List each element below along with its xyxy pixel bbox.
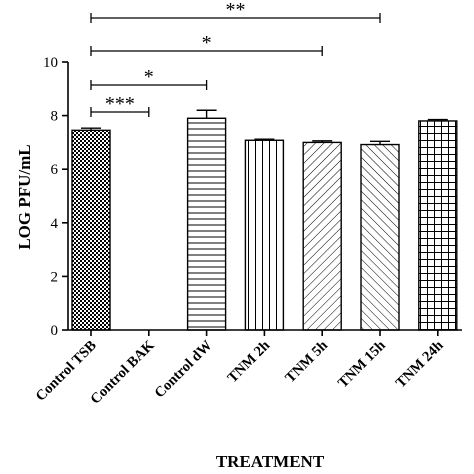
x-axis-title: TREATMENT xyxy=(216,452,325,471)
bar xyxy=(302,141,342,331)
bar xyxy=(418,120,458,331)
bar xyxy=(71,129,111,331)
bars xyxy=(71,109,458,331)
significance-label: *** xyxy=(105,93,135,115)
y-tick-label: 0 xyxy=(51,323,59,339)
x-category-label: TNM 24h xyxy=(393,338,447,392)
bar xyxy=(186,117,227,331)
y-tick-label: 8 xyxy=(51,109,59,125)
significance-label: * xyxy=(144,66,154,88)
significance-label: * xyxy=(202,32,212,54)
x-category-label: TNM 2h xyxy=(225,338,274,387)
significance-label: ** xyxy=(226,0,246,21)
y-tick-label: 4 xyxy=(51,216,59,232)
x-category-label: TNM 15h xyxy=(335,338,389,392)
significance-brackets: ******* xyxy=(90,0,381,117)
x-category-label: TNM 5h xyxy=(282,338,331,387)
bar xyxy=(244,139,285,331)
bar xyxy=(360,143,400,331)
y-tick-label: 2 xyxy=(51,269,59,285)
y-tick-label: 10 xyxy=(43,55,58,71)
x-category-label: Control dW xyxy=(152,337,216,401)
y-tick-label: 6 xyxy=(51,162,59,178)
y-axis-title: LOG PFU/mL xyxy=(15,144,34,249)
